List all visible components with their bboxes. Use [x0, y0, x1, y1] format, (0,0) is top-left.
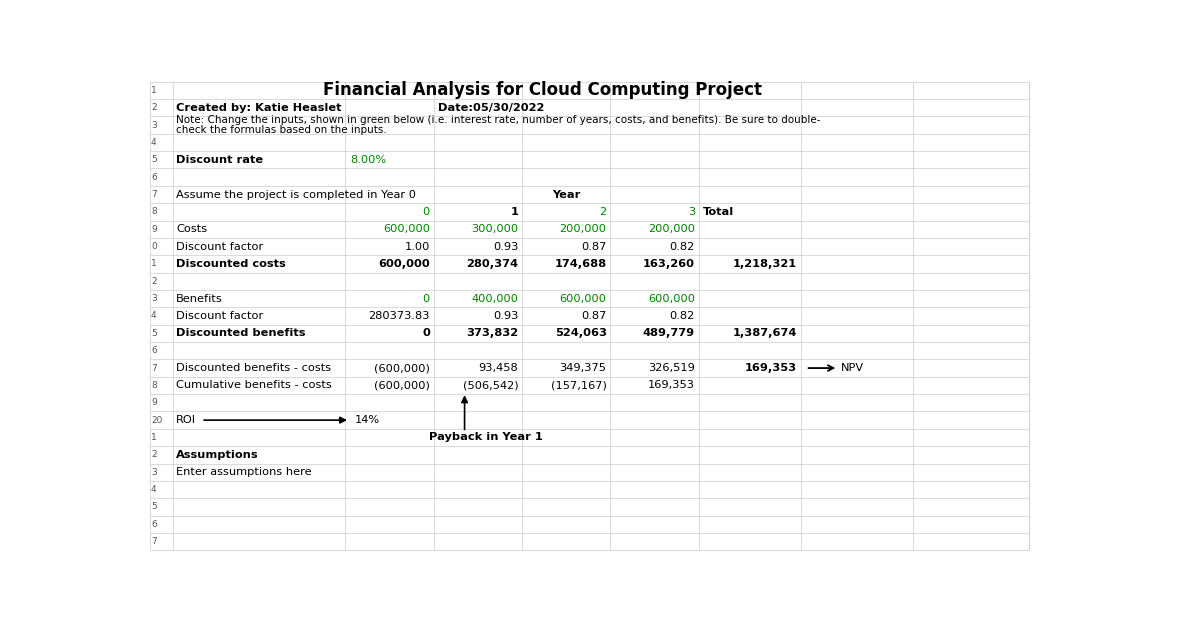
Text: 6: 6 — [151, 520, 157, 528]
Text: 2: 2 — [151, 450, 156, 460]
Text: 400,000: 400,000 — [472, 294, 518, 304]
Text: Discount factor: Discount factor — [176, 311, 263, 321]
Text: NPV: NPV — [841, 363, 864, 373]
Text: 8: 8 — [151, 207, 157, 216]
Text: 0: 0 — [422, 294, 430, 304]
Text: (157,167): (157,167) — [551, 381, 607, 391]
Text: 3: 3 — [151, 120, 157, 130]
Text: check the formulas based on the inputs.: check the formulas based on the inputs. — [176, 125, 386, 135]
Text: 6: 6 — [151, 173, 157, 182]
Text: 0: 0 — [422, 207, 430, 217]
Text: 373,832: 373,832 — [466, 329, 518, 338]
Text: 600,000: 600,000 — [383, 224, 430, 234]
Text: 8.00%: 8.00% — [350, 155, 386, 165]
Text: 280373.83: 280373.83 — [368, 311, 430, 321]
Text: Discount factor: Discount factor — [176, 242, 263, 252]
Text: 200,000: 200,000 — [559, 224, 607, 234]
Text: 9: 9 — [151, 398, 157, 407]
Text: 6: 6 — [151, 346, 157, 355]
Text: 1,387,674: 1,387,674 — [733, 329, 797, 338]
Text: 1: 1 — [151, 86, 157, 95]
Text: 9: 9 — [151, 225, 157, 233]
Text: 2: 2 — [151, 277, 156, 286]
Text: 4: 4 — [151, 485, 156, 494]
Text: 2: 2 — [151, 103, 156, 112]
Text: (600,000): (600,000) — [374, 363, 430, 373]
Text: Payback in Year 1: Payback in Year 1 — [430, 432, 542, 443]
Text: 20: 20 — [151, 415, 162, 425]
Text: 1: 1 — [510, 207, 518, 217]
Text: Discount rate: Discount rate — [176, 155, 263, 165]
Text: 524,063: 524,063 — [554, 329, 607, 338]
Text: 300,000: 300,000 — [472, 224, 518, 234]
Text: Total: Total — [703, 207, 734, 217]
Text: 0: 0 — [422, 329, 430, 338]
Text: 169,353: 169,353 — [648, 381, 695, 391]
Text: 4: 4 — [151, 138, 156, 147]
Text: 7: 7 — [151, 190, 157, 199]
Text: Discounted costs: Discounted costs — [176, 259, 286, 269]
Text: Created by: Katie Heaslet: Created by: Katie Heaslet — [176, 102, 342, 113]
Text: 14%: 14% — [355, 415, 379, 425]
Text: 1: 1 — [151, 433, 157, 442]
Text: Date:05/30/2022: Date:05/30/2022 — [438, 102, 545, 113]
Text: 8: 8 — [151, 381, 157, 390]
Text: (600,000): (600,000) — [374, 381, 430, 391]
Text: 1: 1 — [151, 260, 157, 268]
Text: 0.87: 0.87 — [581, 242, 607, 252]
Text: Discounted benefits - costs: Discounted benefits - costs — [176, 363, 331, 373]
Text: 600,000: 600,000 — [378, 259, 430, 269]
Text: ROI: ROI — [176, 415, 196, 425]
Text: 600,000: 600,000 — [648, 294, 695, 304]
Text: 2: 2 — [600, 207, 607, 217]
Text: 600,000: 600,000 — [559, 294, 607, 304]
Text: 280,374: 280,374 — [467, 259, 518, 269]
Text: 93,458: 93,458 — [479, 363, 518, 373]
Text: 3: 3 — [151, 468, 157, 477]
Text: 5: 5 — [151, 155, 157, 165]
Text: Benefits: Benefits — [176, 294, 223, 304]
Text: 349,375: 349,375 — [559, 363, 607, 373]
Text: Assumptions: Assumptions — [176, 450, 259, 460]
Text: 169,353: 169,353 — [745, 363, 797, 373]
Text: 0: 0 — [151, 242, 157, 251]
Text: 0.93: 0.93 — [493, 311, 518, 321]
Text: Note: Change the inputs, shown in green below (i.e. interest rate, number of yea: Note: Change the inputs, shown in green … — [176, 116, 821, 125]
Text: 5: 5 — [151, 329, 157, 338]
Text: 0.93: 0.93 — [493, 242, 518, 252]
Text: 0.87: 0.87 — [581, 311, 607, 321]
Text: 0.82: 0.82 — [670, 311, 695, 321]
Text: Financial Analysis for Cloud Computing Project: Financial Analysis for Cloud Computing P… — [324, 81, 762, 99]
Text: 1.00: 1.00 — [404, 242, 430, 252]
Text: Assume the project is completed in Year 0: Assume the project is completed in Year … — [176, 189, 416, 199]
Text: 200,000: 200,000 — [648, 224, 695, 234]
Text: (506,542): (506,542) — [463, 381, 518, 391]
Text: 7: 7 — [151, 363, 157, 373]
Text: 1,218,321: 1,218,321 — [733, 259, 797, 269]
Text: 0.82: 0.82 — [670, 242, 695, 252]
Text: 7: 7 — [151, 537, 157, 546]
Text: 326,519: 326,519 — [648, 363, 695, 373]
Text: 489,779: 489,779 — [643, 329, 695, 338]
Text: 5: 5 — [151, 502, 157, 512]
Text: Costs: Costs — [176, 224, 208, 234]
Text: 4: 4 — [151, 312, 156, 320]
Text: Discounted benefits: Discounted benefits — [176, 329, 306, 338]
Text: Enter assumptions here: Enter assumptions here — [176, 467, 312, 477]
Text: 3: 3 — [151, 294, 157, 303]
Text: 163,260: 163,260 — [643, 259, 695, 269]
Text: Cumulative benefits - costs: Cumulative benefits - costs — [176, 381, 331, 391]
Text: Year: Year — [552, 189, 581, 199]
Text: 174,688: 174,688 — [554, 259, 607, 269]
Text: 3: 3 — [688, 207, 695, 217]
